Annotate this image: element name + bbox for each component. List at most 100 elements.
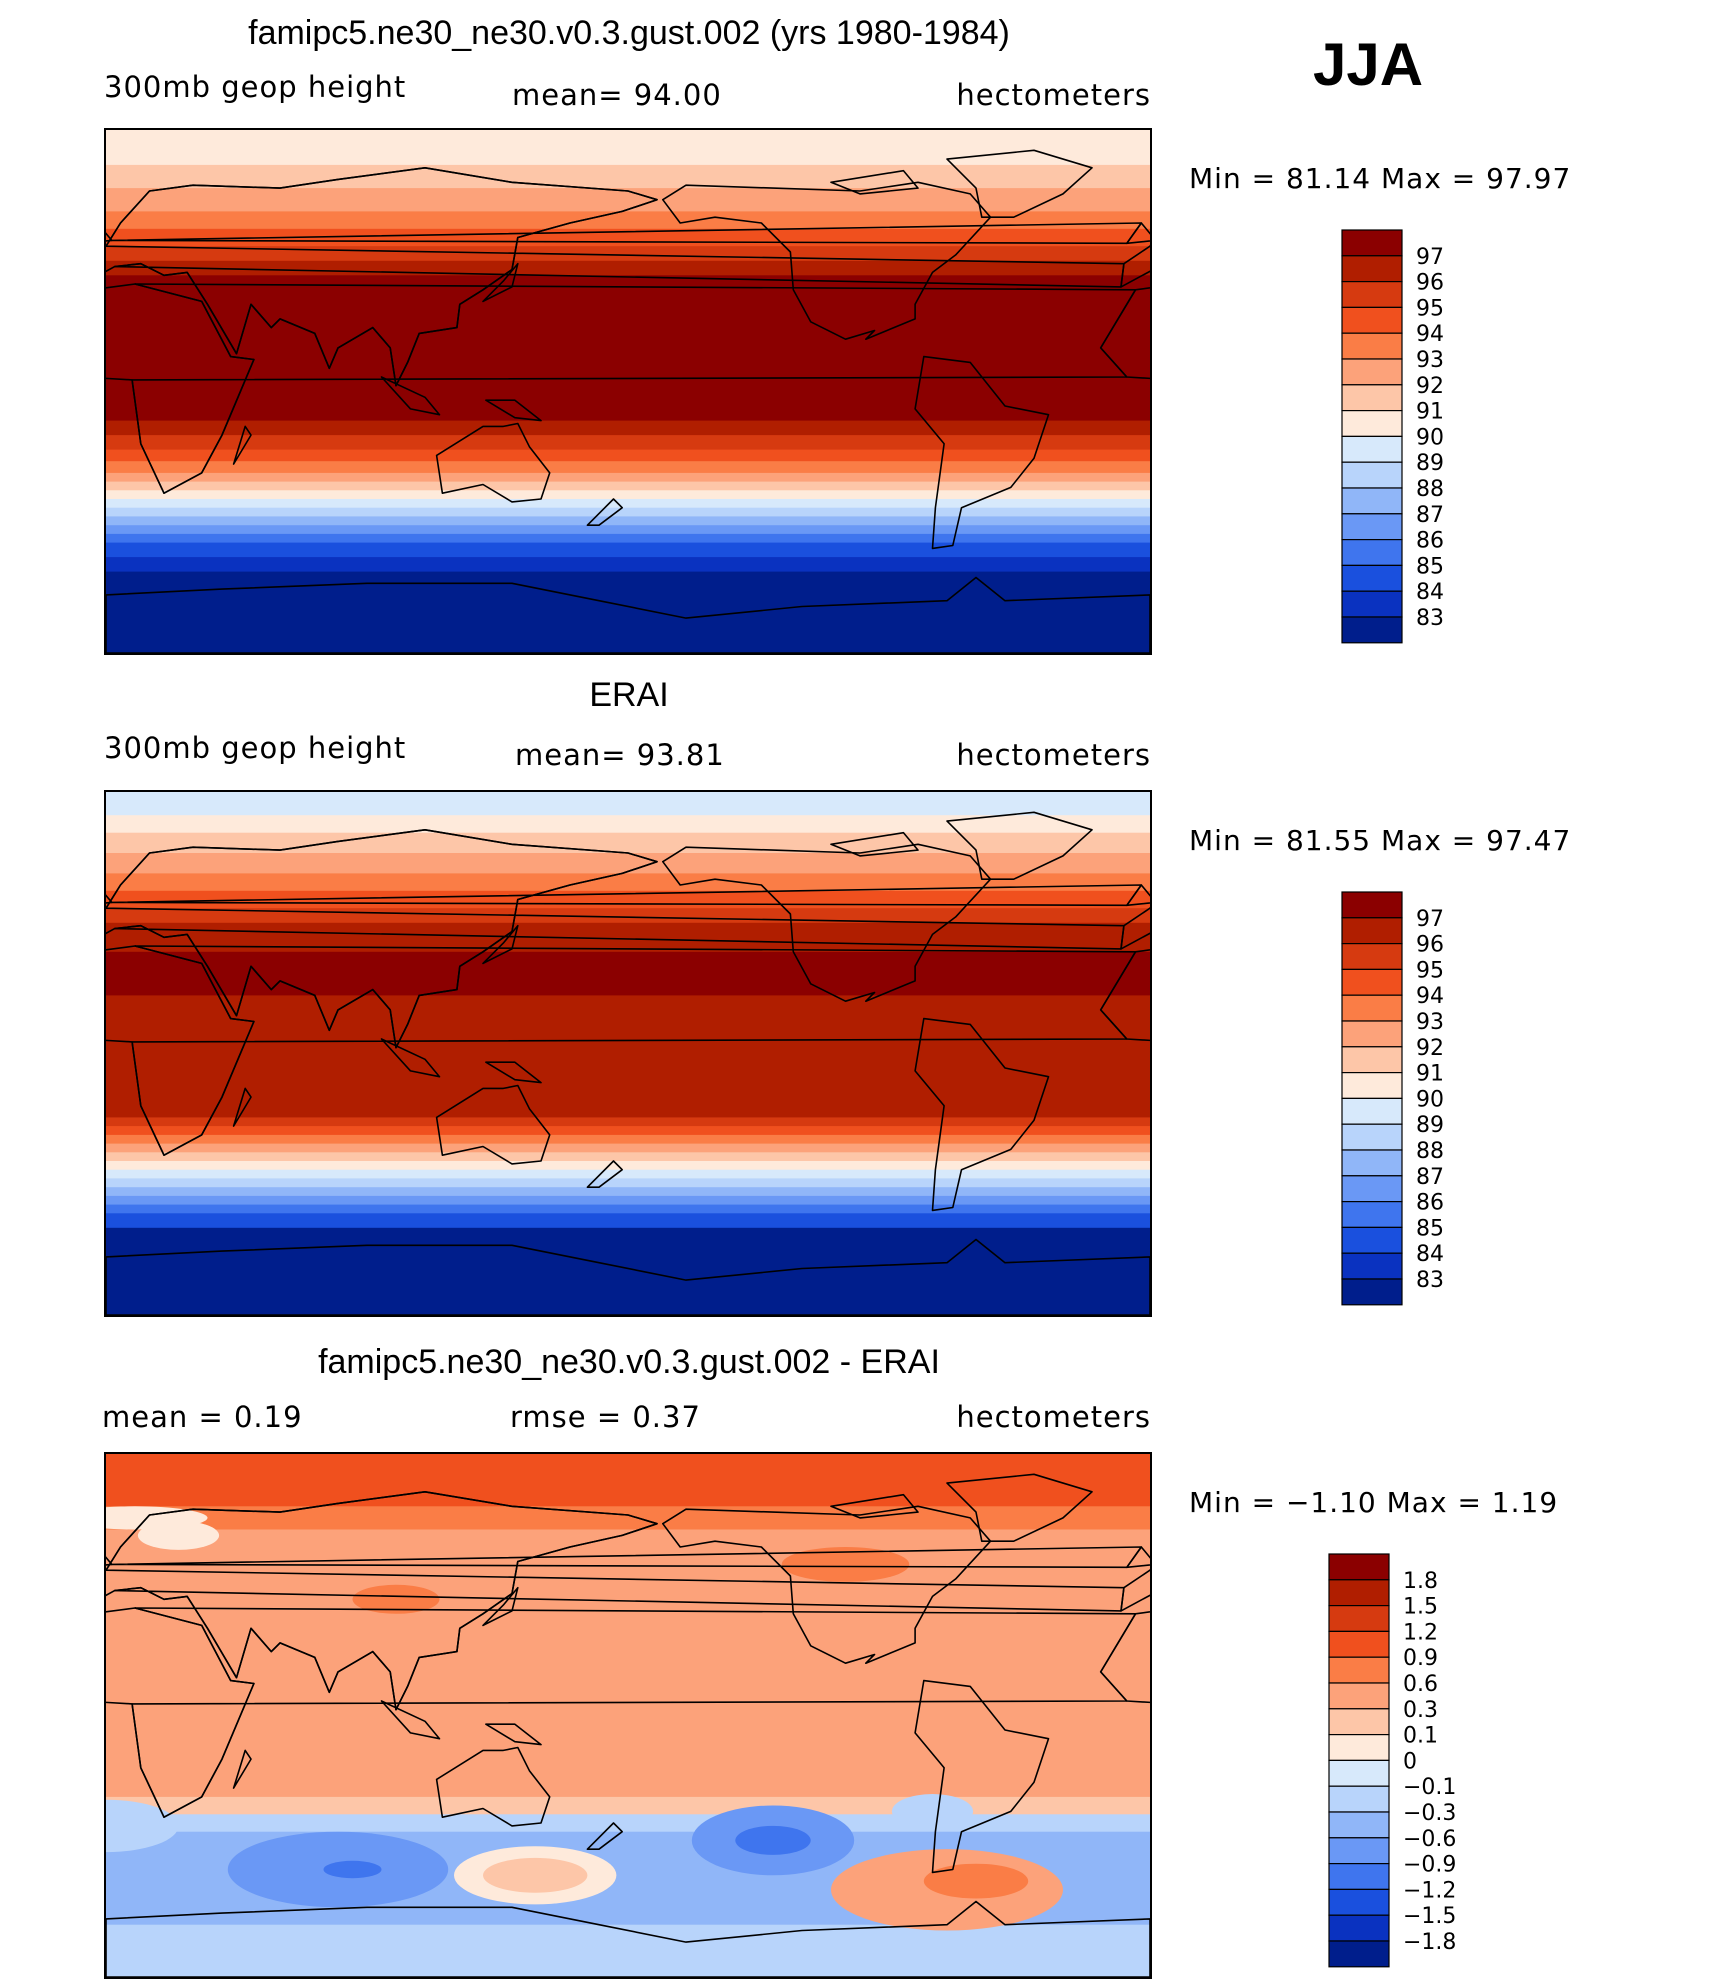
panel1-contour-plot bbox=[106, 130, 1150, 653]
panel1-contour-band bbox=[106, 525, 1150, 535]
panel2-colorbar-label: 89 bbox=[1416, 1113, 1444, 1138]
panel1-contour-band bbox=[106, 164, 1150, 189]
panel1-colorbar-label: 96 bbox=[1416, 271, 1444, 296]
panel1-contour-band bbox=[106, 188, 1150, 212]
panel3-colorbar-label: 0.6 bbox=[1403, 1672, 1438, 1697]
panel3-coastline bbox=[914, 1679, 1050, 1874]
panel2-contour-band bbox=[106, 1161, 1150, 1171]
panel1-minmax: Min = 81.14 Max = 97.97 bbox=[1189, 162, 1572, 195]
panel1-colorbar-swatch bbox=[1341, 590, 1403, 618]
panel2-coastline bbox=[586, 1160, 624, 1189]
panel3-contour-band bbox=[106, 1454, 1150, 1507]
season-label: JJA bbox=[1313, 31, 1424, 98]
panel3-colorbar-svg: 1.81.51.20.90.60.30.10−0.1−0.3−0.6−0.9−1… bbox=[1328, 1553, 1456, 1968]
panel3-coastline bbox=[106, 1607, 255, 1819]
panel3-colorbar-swatch bbox=[1328, 1811, 1390, 1839]
panel3-colorbar-label: 1.5 bbox=[1403, 1595, 1438, 1620]
panel2-contour-band bbox=[106, 853, 1150, 874]
panel3-contour-blob bbox=[483, 1857, 588, 1893]
panel3-colorbar-label: 0.1 bbox=[1403, 1724, 1438, 1749]
panel3-colorbar-swatch bbox=[1328, 1940, 1390, 1968]
panel2-colorbar-swatch bbox=[1341, 968, 1403, 996]
panel1-units: hectometers bbox=[956, 78, 1151, 112]
panel1-colorbar-swatch bbox=[1341, 564, 1403, 592]
panel3-coastline bbox=[482, 1586, 519, 1627]
panel1-contour-band bbox=[106, 557, 1150, 573]
panel1-colorbar-swatch bbox=[1341, 410, 1403, 438]
panel2-colorbar-swatch bbox=[1341, 1149, 1403, 1177]
panel3-contour-blob bbox=[106, 1799, 179, 1853]
panel2-minmax: Min = 81.55 Max = 97.47 bbox=[1189, 824, 1572, 857]
panel1-colorbar: 97 96 95 94 93 92 91 90 89 88 87 86 85 84 83 bbox=[1340, 228, 1500, 653]
panel2-coastline bbox=[1125, 884, 1150, 907]
panel3-colorbar-label: 1.8 bbox=[1403, 1569, 1438, 1594]
panel2-colorbar-swatch bbox=[1341, 1278, 1403, 1306]
panel2-colorbar-swatch bbox=[1341, 1175, 1403, 1203]
panel2-contour-band bbox=[106, 1152, 1150, 1162]
panel2-contour-plot bbox=[106, 792, 1150, 1315]
panel1-contour-band bbox=[106, 130, 1150, 166]
panel1-colorbar-swatch bbox=[1341, 358, 1403, 386]
panel2-mean: mean= 93.81 bbox=[515, 738, 725, 772]
panel3-contour-blob bbox=[781, 1547, 910, 1582]
panel3-colorbar-swatch bbox=[1328, 1604, 1390, 1632]
panel3-colorbar-label: −0.9 bbox=[1403, 1853, 1456, 1878]
panel1-variable: 300mb geop height bbox=[104, 70, 407, 104]
panel3-colorbar-swatch bbox=[1328, 1682, 1390, 1710]
panel1-coastline bbox=[946, 149, 1093, 218]
panel2-coastline bbox=[380, 1038, 441, 1078]
panel2-coastline bbox=[661, 843, 992, 1002]
panel1-colorbar-swatch bbox=[1341, 539, 1403, 567]
panel2-variable: 300mb geop height bbox=[104, 731, 407, 765]
panel2-units: hectometers bbox=[956, 738, 1151, 772]
panel2-title: ERAI bbox=[589, 676, 669, 714]
panel3-contour-band bbox=[106, 1506, 1150, 1530]
panel2-coastline bbox=[106, 1238, 1150, 1315]
panel1-coastline bbox=[380, 376, 441, 416]
panel2-contour-band bbox=[106, 815, 1150, 834]
panel1-colorbar-swatch bbox=[1341, 229, 1403, 257]
panel3-colorbar-swatch bbox=[1328, 1863, 1390, 1891]
panel1-colorbar-swatch bbox=[1341, 332, 1403, 360]
panel1-coastline bbox=[485, 399, 542, 422]
panel3-contour-band bbox=[106, 1924, 1150, 1977]
panel2-contour-band bbox=[106, 1178, 1150, 1188]
panel1-colorbar-label: 87 bbox=[1416, 503, 1444, 528]
panel2-colorbar-swatch bbox=[1341, 891, 1403, 919]
panel3-coastline bbox=[1125, 1546, 1150, 1569]
panel1-colorbar-swatch bbox=[1341, 616, 1403, 644]
panel1-contour-band bbox=[106, 211, 1150, 230]
panel2-coastline bbox=[914, 1017, 1050, 1212]
panel2-contour-band bbox=[106, 1187, 1150, 1197]
panel1-coastline bbox=[106, 576, 1150, 653]
panel3-contour-blob bbox=[106, 1506, 208, 1530]
panel1-map bbox=[104, 128, 1152, 655]
panel1-coastline bbox=[914, 355, 1050, 550]
panel3-coastline bbox=[946, 1473, 1093, 1542]
panel1-colorbar-label: 84 bbox=[1416, 580, 1444, 605]
panel2-coastline bbox=[106, 945, 255, 1157]
panel3-colorbar-label: 1.2 bbox=[1403, 1620, 1438, 1645]
panel2-colorbar-label: 88 bbox=[1416, 1139, 1444, 1164]
panel1-title: famipc5.ne30_ne30.v0.3.gust.002 (yrs 198… bbox=[248, 14, 1010, 52]
panel2-colorbar-label: 91 bbox=[1416, 1062, 1444, 1087]
panel3-colorbar-label: −1.8 bbox=[1403, 1930, 1456, 1955]
panel1-coastline bbox=[586, 498, 624, 527]
panel2-colorbar-label: 92 bbox=[1416, 1036, 1444, 1061]
panel3-coastline bbox=[380, 1700, 441, 1740]
panel3-coastline bbox=[586, 1822, 624, 1851]
panel3-contour-band bbox=[106, 1814, 1150, 1833]
panel3-coastline bbox=[661, 1505, 992, 1664]
panel1-contour-band bbox=[106, 435, 1150, 451]
panel2-coastline bbox=[482, 924, 519, 965]
panel2-contour-band bbox=[106, 1143, 1150, 1153]
panel2-coastline bbox=[485, 1061, 542, 1084]
panel1-colorbar-label: 83 bbox=[1416, 606, 1444, 631]
panel2-colorbar-label: 95 bbox=[1416, 958, 1444, 983]
panel2-colorbar-label: 87 bbox=[1416, 1165, 1444, 1190]
panel3-contour-band bbox=[106, 1529, 1150, 1798]
panel1-colorbar-label: 90 bbox=[1416, 425, 1444, 450]
panel3-coastline bbox=[106, 1900, 1150, 1977]
panel2-colorbar-swatch bbox=[1341, 1226, 1403, 1254]
